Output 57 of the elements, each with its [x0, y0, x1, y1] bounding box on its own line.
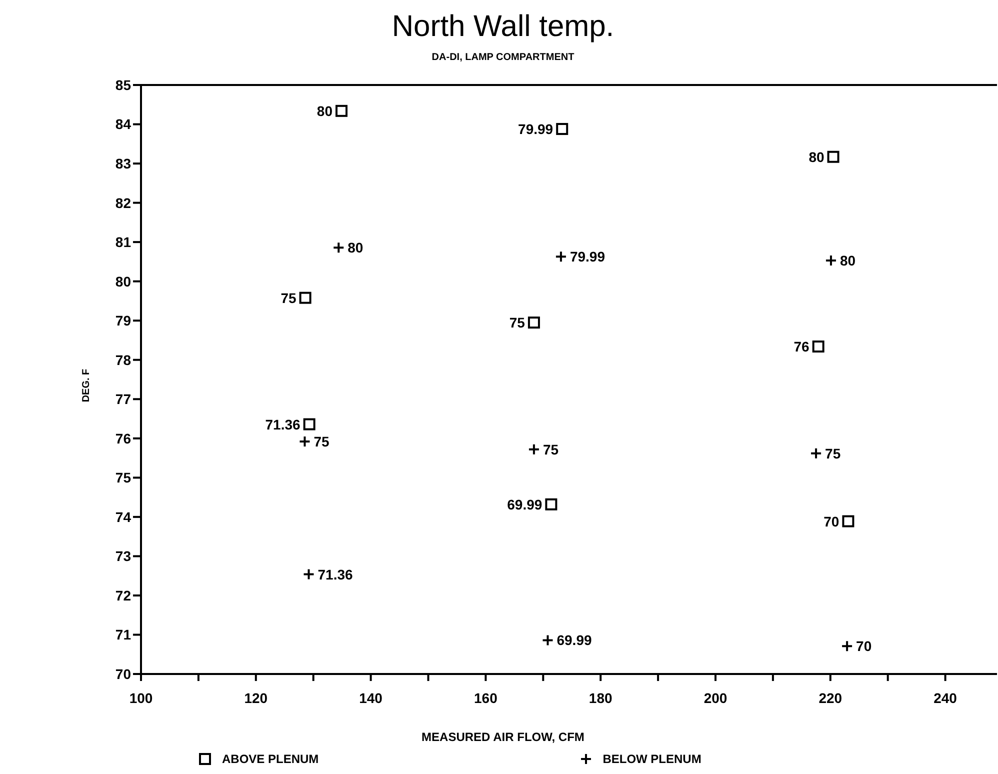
x-axis-title: MEASURED AIR FLOW, CFM	[420, 730, 586, 744]
chart-title: North Wall temp.	[390, 10, 616, 44]
annotation: 80	[808, 148, 824, 165]
y-tick-label: 73	[115, 548, 132, 564]
legend-label: ABOVE PLENUM	[222, 752, 319, 766]
point	[528, 316, 540, 329]
annotation: 80	[316, 102, 333, 119]
y-tick-label: 75	[115, 470, 132, 486]
annotation: 69.99	[507, 496, 542, 512]
annotation: 80	[348, 240, 364, 256]
legend-label: BELOW PLENUM	[602, 752, 702, 766]
annotation: 80	[840, 252, 856, 269]
annotation: 69.99	[556, 632, 592, 648]
y-tick-label: 85	[115, 76, 132, 93]
y-tick-label: 74	[115, 508, 132, 525]
y-tick-label: 83	[115, 156, 132, 172]
y-tick-label: 84	[115, 116, 132, 132]
annotation: 75	[542, 441, 559, 458]
x-tick-label: 100	[129, 690, 153, 706]
x-tick-label: 180	[588, 690, 612, 706]
point	[545, 498, 558, 510]
x-tick-label: 160	[474, 690, 498, 706]
y-tick-label: 81	[115, 234, 132, 250]
annotation: 75	[280, 290, 297, 306]
annotation: 79.99	[518, 120, 554, 137]
x-tick-label: 200	[704, 690, 728, 706]
y-tick-label: 78	[115, 352, 132, 368]
chart-subtitle: DA-DI, LAMP COMPARTMENT	[430, 52, 576, 63]
y-tick-label: 77	[115, 391, 132, 408]
annotation: 71.36	[318, 566, 353, 582]
x-tick-label: 140	[359, 690, 383, 706]
annotation: 75	[825, 445, 841, 462]
annotation: 70	[824, 513, 840, 530]
point	[299, 292, 312, 304]
y-tick-label: 80	[115, 273, 132, 290]
y-tick-label: 72	[115, 587, 132, 604]
y-axis-title: DEG. F	[81, 368, 92, 402]
y-tick-label: 70	[115, 666, 132, 682]
annotation: 76	[794, 338, 810, 355]
point	[842, 515, 854, 528]
annotation: 71.36	[265, 416, 301, 432]
annotation: 70	[856, 638, 872, 654]
annotation: 79.99	[570, 248, 606, 265]
point	[556, 122, 568, 135]
point	[336, 104, 348, 117]
point	[812, 340, 824, 353]
y-tick-label: 71	[115, 626, 132, 643]
x-tick-label: 120	[244, 690, 268, 706]
point	[827, 150, 840, 163]
y-tick-label: 79	[115, 312, 132, 329]
annotation: 75	[314, 434, 330, 450]
x-tick-label: 240	[934, 690, 958, 706]
y-tick-label: 82	[115, 194, 132, 211]
point	[303, 418, 316, 430]
annotation: 75	[509, 314, 526, 331]
y-tick-label: 76	[115, 430, 132, 446]
x-tick-label: 220	[818, 690, 842, 706]
